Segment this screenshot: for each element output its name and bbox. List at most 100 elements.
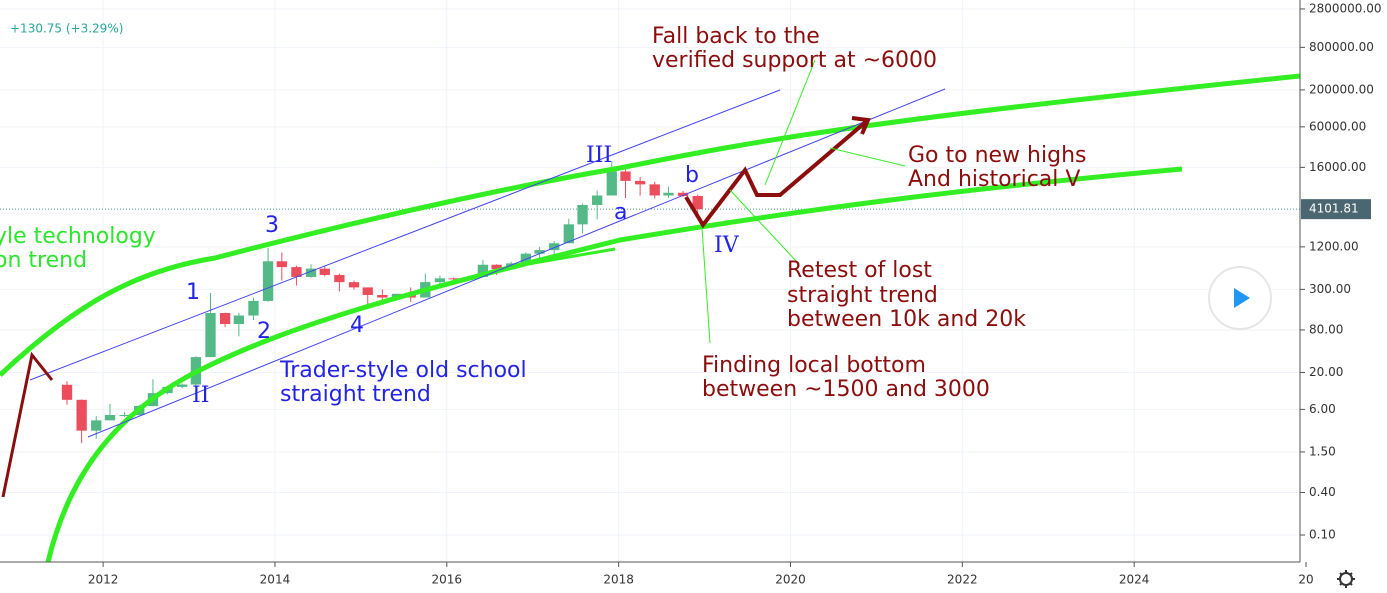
candle-body [233,315,245,325]
annotation: IV [714,233,740,258]
candle-body [334,274,345,283]
candle-body [76,399,87,431]
axes: 2800000.00 800000.00 200000.00 60000.00 1600… [88,1,1382,586]
y-tick-label: 300.00 [1309,282,1351,296]
candle-body [91,420,102,431]
lower-curve [45,166,1183,563]
pointer [729,189,798,263]
candle-body [634,180,646,185]
last-price-box [1301,199,1371,220]
candle-body [620,171,631,181]
candle-body [649,184,660,196]
annotation: Fall back to the [652,24,820,49]
annotation: yle technology [0,224,156,249]
y-tick-label: 1200.00 [1309,239,1359,253]
candle-body [606,171,617,196]
annotation: between ~1500 and 3000 [702,377,990,402]
candle-body [534,250,545,254]
annotations: yle technology on trend 3 1 2 II 4 III a… [0,24,1086,408]
annotation: II [192,383,209,408]
annotation: verified support at ~6000 [652,48,937,73]
play-button[interactable] [1208,266,1272,330]
candle-body [319,268,330,275]
candle-body [205,312,216,358]
change-label: +130.75 (+3.29%) [10,22,123,36]
annotation: straight trend [787,283,938,308]
candle-body [563,224,574,244]
arrow-head [851,116,871,135]
annotation: a [614,200,627,225]
y-tick-label: 800000.00 [1309,40,1374,54]
price-axis-bg [1300,0,1387,593]
x-tick-label: 2020 [775,573,806,587]
y-tick-label: 6.00 [1309,402,1336,416]
pointer [701,227,711,344]
x-tick-label: 2014 [260,573,291,587]
annotation: 4 [350,313,364,338]
arrow [1,351,54,498]
annotation: between 10k and 20k [787,307,1026,332]
arrow-path [684,118,870,229]
candle-body [677,192,689,196]
annotation: on trend [0,248,87,273]
candle-body [491,264,502,270]
y-tick-label: 2800000.00 [1309,1,1382,15]
pointer [764,59,816,186]
gear-teeth[interactable] [1337,570,1355,588]
candle-body [520,253,531,264]
y-tick-label: 20.00 [1309,365,1343,379]
annotation: Retest of lost [787,258,932,283]
settings-icon[interactable] [1337,570,1355,588]
y-tick-label: 0.10 [1309,528,1336,542]
x-tick-label: 20 [1298,573,1313,587]
annotation: 1 [186,280,200,305]
play-icon[interactable] [1234,288,1250,308]
candle-body [348,282,360,288]
channel-line [87,88,946,438]
annotation: b [685,163,699,188]
x-tick-label: 2012 [88,573,119,587]
candle-body [592,195,603,205]
candle-body [577,204,588,225]
candle-body [248,300,259,316]
x-tick-label: 2016 [432,573,463,587]
y-tick-label: 200000.00 [1309,82,1374,96]
annotation: 3 [265,213,279,238]
candle-body [305,268,317,277]
annotation: III [586,143,612,168]
last-price-label: 4101.81 [1309,202,1359,216]
candle-body [262,261,274,301]
annotation: And historical V [908,167,1080,192]
x-tick-label: 2022 [947,573,978,587]
y-tick-label: 1.50 [1309,444,1336,458]
candle-body [291,267,302,277]
annotation: Finding local bottom [702,353,926,378]
candle-body [377,294,388,298]
y-tick-label: 16000.00 [1309,160,1366,174]
green-segment [504,247,616,270]
candle-body [104,414,116,421]
candle-body [219,312,231,325]
annotation: Trader-style old school [279,358,527,383]
candle-body [448,278,459,280]
x-tick-label: 2018 [603,573,634,587]
candle-body [692,195,703,210]
candle-body [119,414,130,416]
candle-body [61,384,73,400]
annotation: 2 [257,319,271,344]
y-tick-label: 60000.00 [1309,119,1366,133]
channel-line [29,89,781,381]
candle-body [477,264,489,277]
annotation: straight trend [280,382,431,407]
y-tick-label: 80.00 [1309,322,1343,336]
candle-body [276,261,287,268]
drawings [0,59,1301,563]
candle-body [549,243,560,251]
candle-body [176,384,188,387]
grid [0,0,1307,562]
y-tick-label: 0.40 [1309,485,1336,499]
candle-body [362,287,373,295]
x-tick-label: 2024 [1119,573,1150,587]
